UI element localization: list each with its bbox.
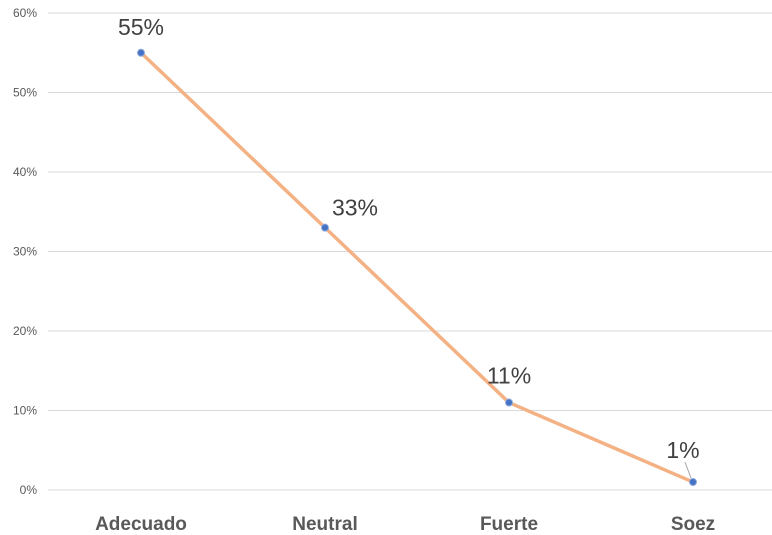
data-label: 55%: [118, 14, 164, 40]
data-point: [689, 478, 697, 487]
y-tick-label: 20%: [13, 324, 37, 338]
data-label-leader: [684, 461, 692, 479]
data-label: 11%: [487, 363, 531, 389]
data-labels: 55% 33% 11% 1%: [118, 14, 700, 479]
data-point: [505, 398, 513, 407]
x-tick-label: Soez: [671, 514, 715, 535]
y-tick-label: 40%: [13, 165, 37, 179]
data-point: [321, 223, 329, 232]
y-tick-label: 10%: [13, 404, 37, 418]
data-label: 1%: [666, 437, 699, 463]
y-tick-label: 0%: [20, 483, 38, 497]
gridlines: [48, 12, 772, 491]
series-line: [139, 51, 695, 484]
x-tick-label: Fuerte: [480, 514, 538, 535]
data-label: 33%: [332, 195, 378, 221]
x-tick-label: Neutral: [292, 514, 357, 535]
y-tick-label: 30%: [13, 245, 37, 259]
series-group: [137, 48, 697, 487]
y-tick-label: 50%: [13, 86, 37, 100]
data-point: [137, 48, 145, 57]
y-tick-label: 60%: [13, 6, 37, 20]
y-axis-ticks: 0% 10% 20% 30% 40% 50% 60%: [13, 6, 37, 497]
x-axis-ticks: Adecuado Neutral Fuerte Soez: [95, 514, 715, 535]
x-tick-label: Adecuado: [95, 514, 187, 535]
